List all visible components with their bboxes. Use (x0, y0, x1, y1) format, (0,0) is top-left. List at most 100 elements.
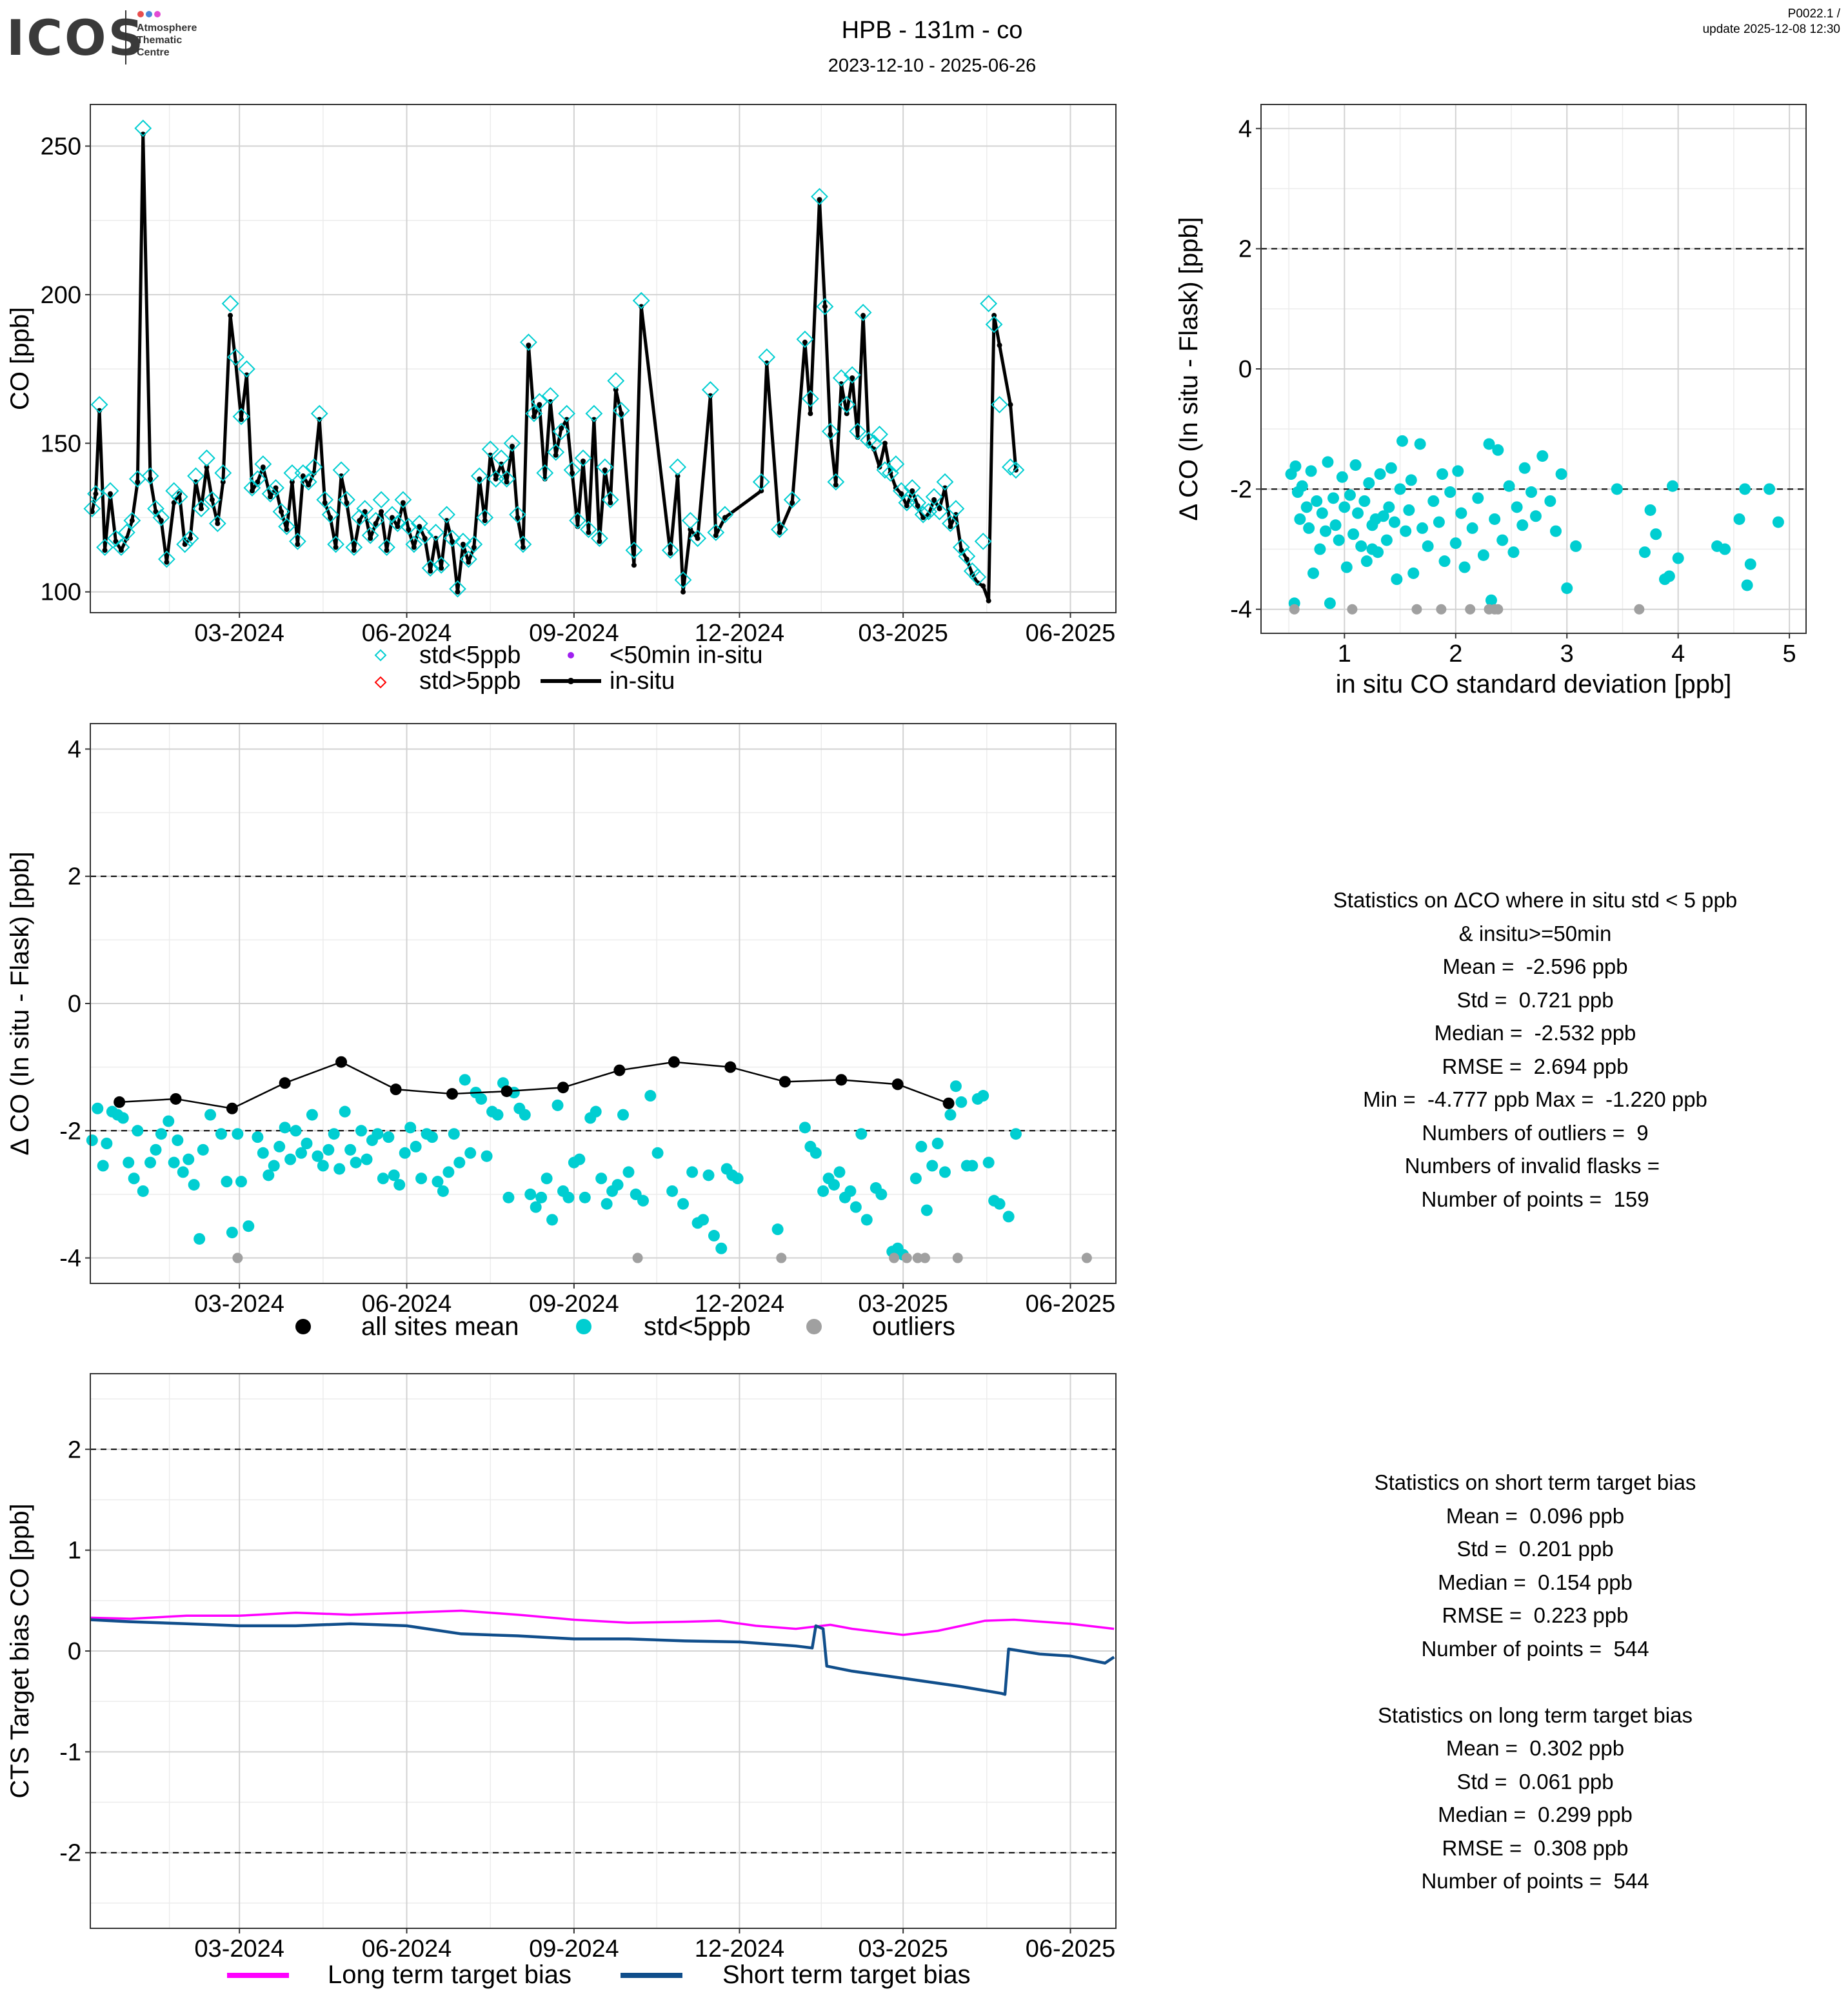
flask-diamond (321, 506, 339, 524)
std-lt5-point (301, 1138, 313, 1149)
std-lt5-point (1336, 471, 1348, 483)
flask-diamond (771, 520, 788, 539)
y-tick-label: -2 (59, 1118, 81, 1145)
insitu-point (777, 529, 782, 535)
std-lt5-point (590, 1105, 602, 1118)
legend-outliers-symbol (806, 1319, 822, 1334)
std-lt5-point (1719, 543, 1731, 555)
std-lt5-point (197, 1143, 209, 1156)
std-lt5-point (1385, 462, 1397, 474)
insitu-point (238, 417, 244, 422)
mean-point (390, 1083, 402, 1096)
x-tick-label: 06-2024 (362, 1935, 452, 1963)
flask-diamond (454, 532, 472, 550)
std-lt5-point (926, 1160, 939, 1172)
flask-diamond (101, 482, 119, 500)
flask-diamond (243, 479, 261, 497)
x-tick-label: 3 (1560, 640, 1574, 667)
version-label: P0022.1 / (1787, 7, 1840, 21)
insitu-point (531, 413, 537, 419)
flask-diamond (476, 509, 494, 526)
x-tick-label: 09-2024 (529, 620, 619, 647)
flask-diamond (427, 524, 445, 541)
std-lt5-point (817, 1185, 830, 1197)
std-lt5-point (1472, 492, 1484, 504)
mean-point (891, 1078, 904, 1091)
std-lt5-point (1741, 579, 1753, 591)
y-tick-label: 200 (41, 282, 81, 309)
y-tick-label: 2 (1238, 236, 1252, 263)
std-lt5-point (268, 1160, 280, 1172)
std-lt5-point (708, 1230, 720, 1242)
stats-line: Statistics on short term target bias (1374, 1470, 1696, 1494)
insitu-point (357, 518, 363, 524)
std-lt5-point (949, 1080, 962, 1092)
insitu-point (986, 598, 991, 604)
flask-diamond (876, 461, 894, 479)
std-lt5-point (279, 1122, 291, 1134)
std-lt5-point (1002, 1211, 1015, 1223)
flask-diamond (701, 381, 719, 399)
flask-diamond (849, 422, 867, 440)
std-lt5-point (1340, 561, 1353, 573)
flask-diamond (498, 470, 515, 488)
std-lt5-point (1338, 501, 1351, 513)
insitu-point (695, 535, 700, 541)
insitu-point (428, 568, 433, 574)
x-tick-label: 03-2025 (858, 1935, 948, 1963)
insitu-point (284, 526, 290, 532)
x-tick-label: 06-2025 (1026, 1935, 1115, 1963)
std-lt5-point (1400, 525, 1412, 537)
mean-point (335, 1056, 348, 1068)
legend-insitu-label: in-situ (610, 667, 675, 695)
std-lt5-point (243, 1220, 255, 1232)
std-lt5-point (188, 1179, 200, 1191)
insitu-point (182, 542, 188, 548)
std-lt5-point (1452, 465, 1464, 477)
stats-line: Number of points = 544 (1421, 1636, 1649, 1661)
flask-diamond (801, 390, 819, 408)
std-lt5-point (1377, 510, 1389, 522)
stats-line: Mean = 0.096 ppb (1446, 1503, 1625, 1528)
outlier-point (919, 1252, 930, 1263)
std-lt5-point (372, 1128, 384, 1140)
flask-diamond (147, 500, 164, 518)
flask-diamond (465, 535, 483, 553)
insitu-point (362, 509, 368, 515)
std-lt5-point (977, 1090, 989, 1102)
insitu-point (215, 520, 221, 526)
flask-diamond (547, 443, 565, 461)
flask-diamond (752, 473, 770, 491)
std-lt5-point (426, 1131, 438, 1143)
insitu-point (268, 494, 273, 500)
flask-diamond (367, 511, 385, 529)
outlier-point (952, 1252, 963, 1263)
insitu-point (597, 539, 602, 544)
flask-diamond (350, 509, 368, 526)
std-lt5-point (637, 1194, 650, 1207)
insitu-point (1008, 402, 1013, 408)
flask-diamond (612, 402, 630, 420)
insitu-point (450, 539, 455, 544)
insitu-point (948, 524, 953, 529)
icos-logo-text: ICOS (6, 9, 146, 66)
std-lt5-point (966, 1160, 979, 1172)
std-lt5-point (137, 1185, 149, 1197)
std-lt5-point (731, 1172, 744, 1185)
logo-dots-icon (137, 11, 161, 17)
std-lt5-point (1394, 483, 1406, 495)
insitu-point (909, 488, 915, 494)
insitu-point (860, 313, 866, 319)
legend-lt50-label: <50min in-situ (610, 642, 763, 669)
std-lt5-point (1772, 516, 1784, 528)
insitu-point (158, 518, 164, 524)
x-tick-label: 03-2025 (858, 1290, 948, 1318)
std-lt5-point (1307, 567, 1320, 579)
std-lt5-point (492, 1109, 504, 1121)
flask-diamond (421, 559, 439, 577)
stats-line: Number of points = 544 (1421, 1869, 1649, 1893)
insitu-point (108, 491, 114, 497)
insitu-point (882, 440, 888, 446)
insitu-point (228, 313, 233, 319)
flask-diamond (503, 434, 521, 452)
